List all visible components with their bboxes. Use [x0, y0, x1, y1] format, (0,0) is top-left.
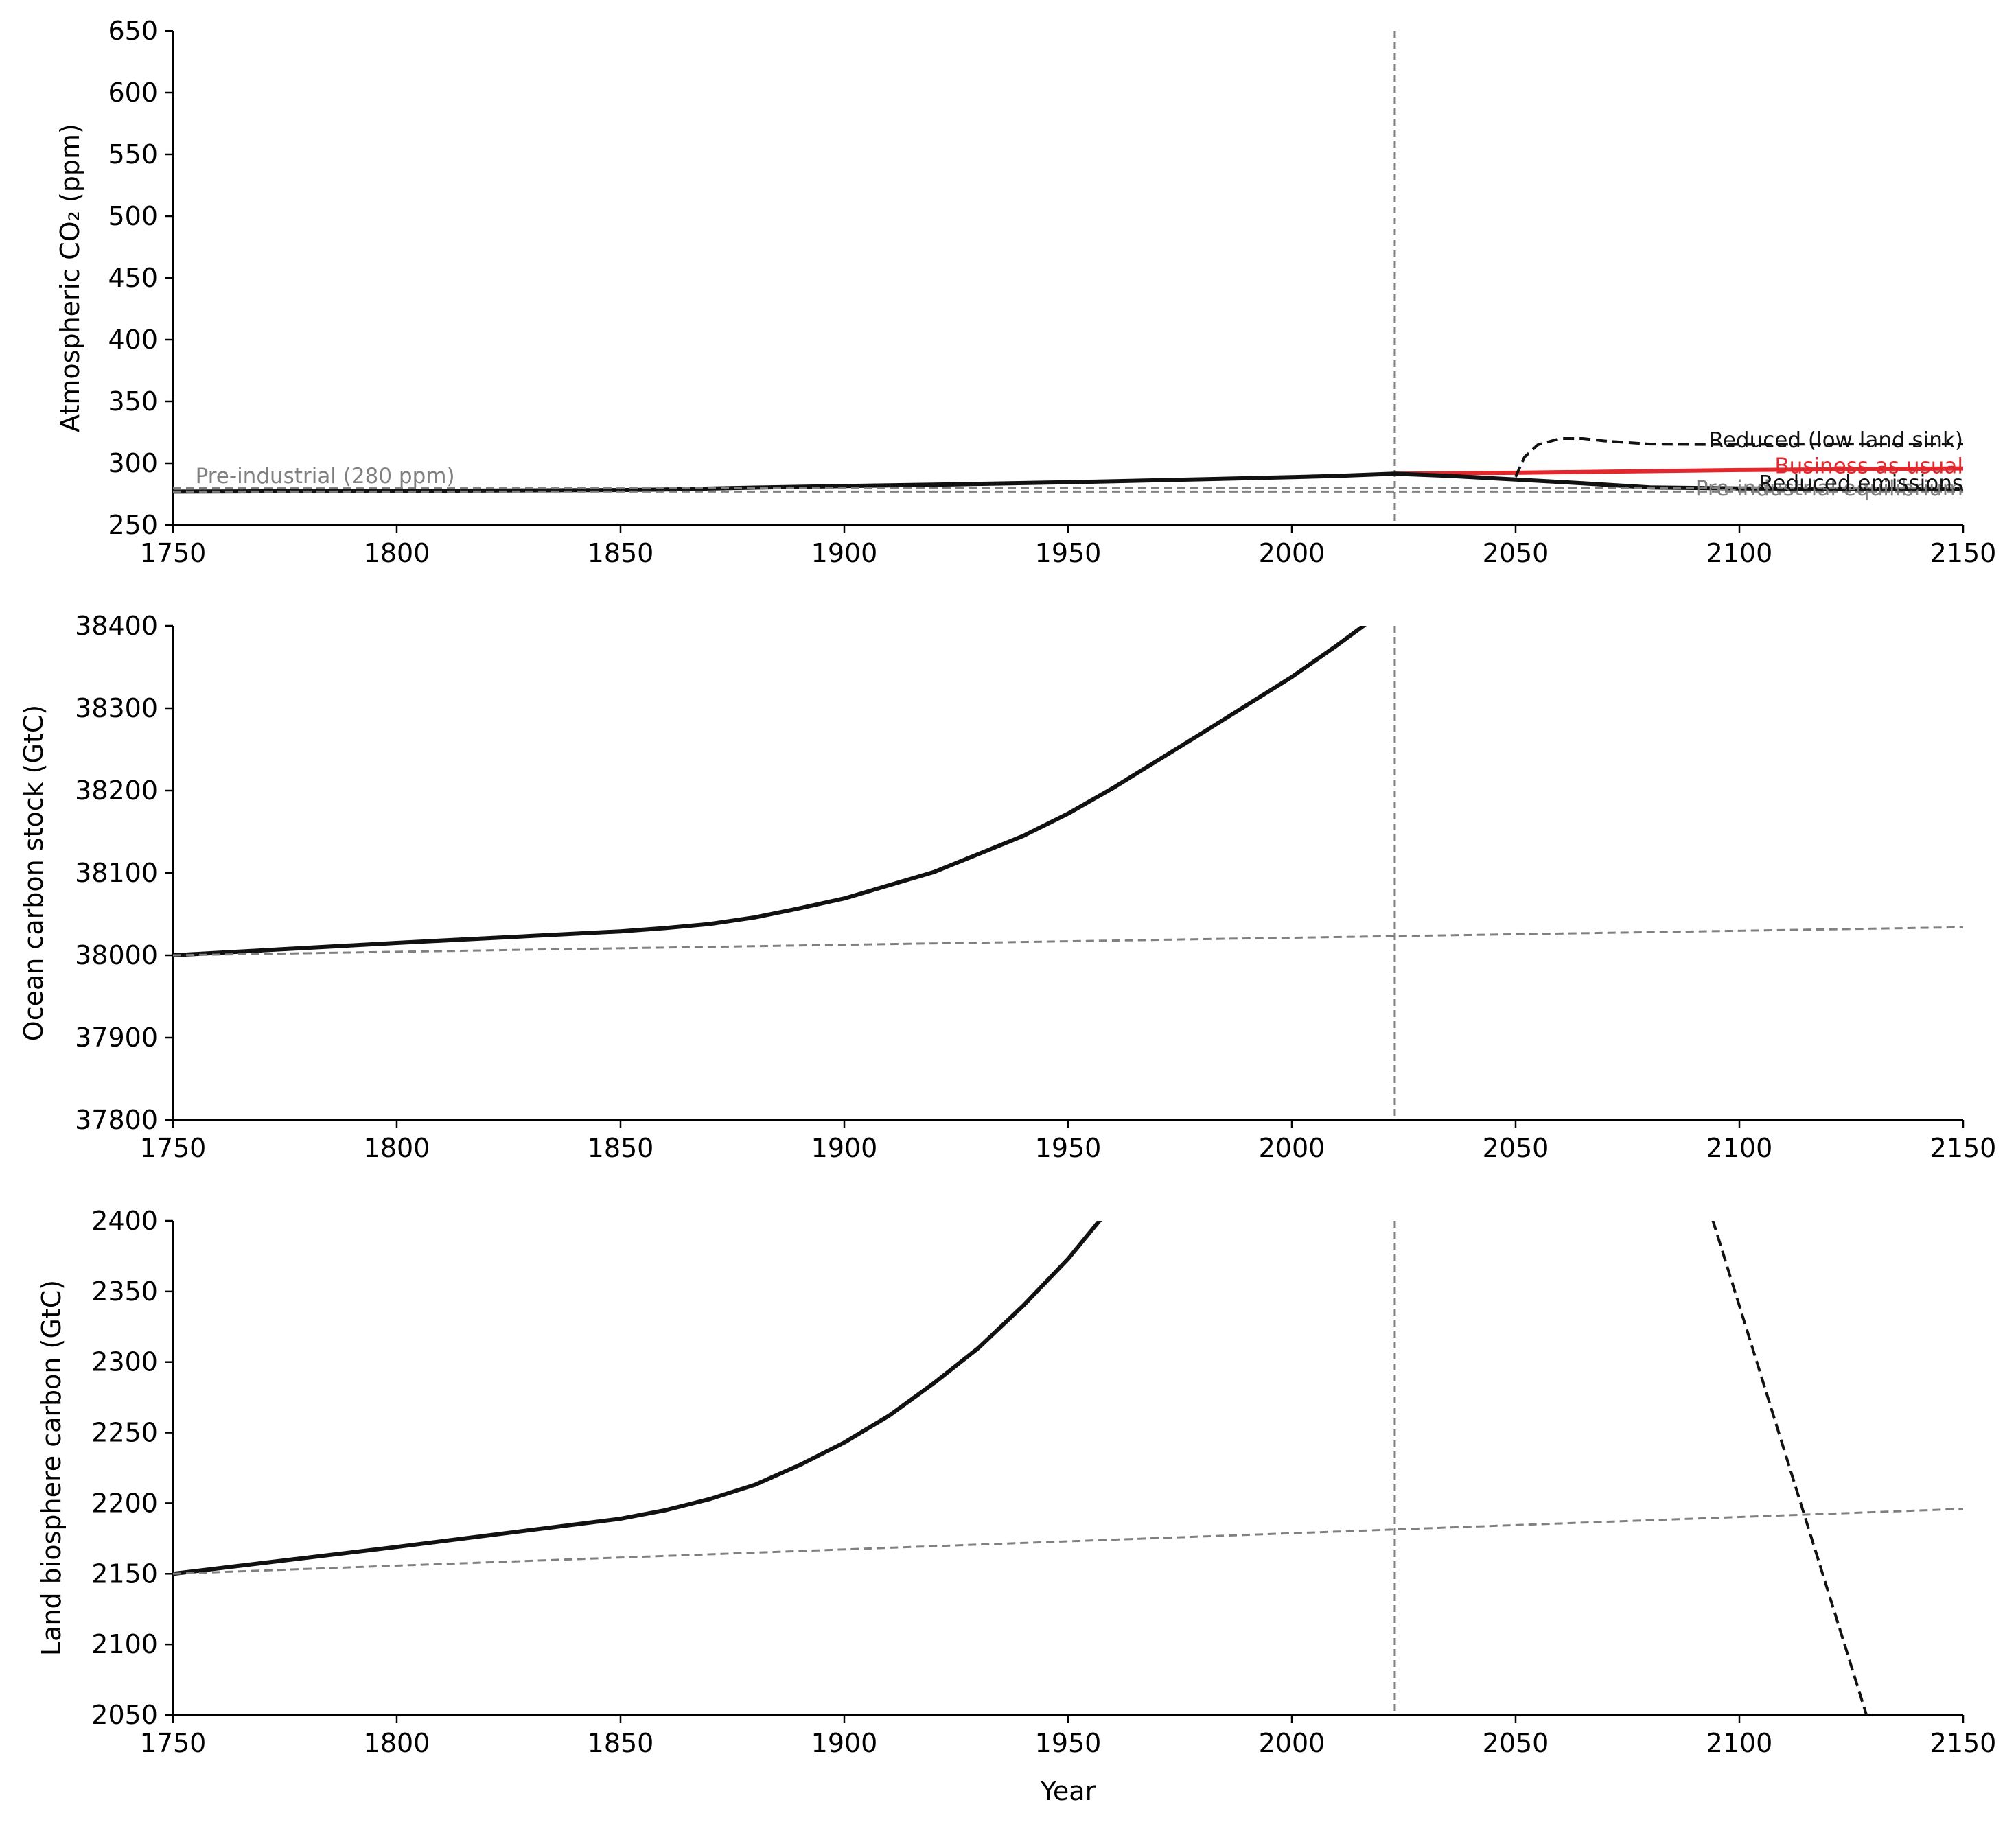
ocean-x-tick-label: 2100	[1706, 1133, 1773, 1163]
co2-annotation: Business as usual	[1774, 454, 1963, 478]
land-x-tick-label: 1850	[588, 1728, 654, 1758]
ocean-x-tick-label: 1850	[588, 1133, 654, 1163]
ocean-y-tick-label: 38300	[75, 693, 158, 723]
ocean-carbon-panel: 1750 1800 1850 1900 1950 2000 2050 2100 2150 3780…	[19, 611, 1997, 1163]
ocean-series-0-line	[173, 626, 1367, 957]
co2-x-tick-label: 1950	[1035, 538, 1102, 568]
co2-annotation: Reduced emissions	[1759, 471, 1963, 496]
co2-annotation: Pre-industrial equilibrium	[1695, 476, 1963, 501]
ocean-x-tick-label: 2050	[1483, 1133, 1549, 1163]
co2-x-tick-label: 1800	[364, 538, 430, 568]
land-x-tick-label: 2050	[1483, 1728, 1549, 1758]
land-y-tick-label: 2150	[91, 1558, 158, 1589]
land-series-group	[173, 1221, 1963, 1715]
co2-x-tick-label: 2150	[1930, 538, 1997, 568]
ocean-y-tick-label: 38200	[75, 775, 158, 806]
land-x-tick-label: 1950	[1035, 1728, 1102, 1758]
ocean-y-tick-label: 37800	[75, 1105, 158, 1135]
land-y-tick-label: 2300	[91, 1347, 158, 1377]
co2-x-tick-label: 2000	[1259, 538, 1325, 568]
co2-panel: 1750 1800 1850 1900 1950 2000 2050 2100 2150 250 3…	[55, 16, 1996, 568]
land-x-tick-label: 1800	[364, 1728, 430, 1758]
ocean-y-tick-label: 38400	[75, 611, 158, 641]
co2-y-tick-label: 600	[108, 78, 158, 108]
land-x-tick-label: 1900	[811, 1728, 878, 1758]
co2-x-tick-label: 2100	[1706, 538, 1773, 568]
ocean-x-tick-label: 2150	[1930, 1133, 1997, 1163]
co2-y-tick-label: 250	[108, 510, 158, 540]
land-x-tick-label: 2100	[1706, 1728, 1773, 1758]
ocean-y-axis-title: Ocean carbon stock (GtC)	[19, 705, 49, 1041]
ocean-y-tick-label: 37900	[75, 1023, 158, 1053]
co2-y-tick-label: 550	[108, 139, 158, 170]
land-y-tick-label: 2400	[91, 1206, 158, 1236]
land-x-axis-title: Year	[1040, 1776, 1096, 1806]
ocean-x-tick-label: 1750	[140, 1133, 207, 1163]
co2-y-tick-label: 450	[108, 263, 158, 293]
land-y-tick-label: 2050	[91, 1700, 158, 1730]
co2-x-tick-label: 1750	[140, 538, 207, 568]
ocean-series-group	[173, 626, 1963, 957]
co2-annotation: Reduced (low land sink)	[1709, 428, 1963, 453]
co2-y-axis-title: Atmospheric CO₂ (ppm)	[55, 124, 85, 432]
land-series-1-line	[1711, 1221, 1868, 1715]
co2-y-tick-label: 650	[108, 16, 158, 46]
ocean-y-tick-label: 38100	[75, 858, 158, 888]
land-y-tick-label: 2350	[91, 1276, 158, 1307]
land-series-0-line	[173, 1221, 1102, 1576]
ocean-x-tick-label: 1800	[364, 1133, 430, 1163]
co2-y-tick-label: 350	[108, 386, 158, 417]
ocean-x-tick-label: 2000	[1259, 1133, 1325, 1163]
land-carbon-panel: 1750 1800 1850 1900 1950 2000 2050 2100 2150 2050…	[36, 1206, 1997, 1806]
ocean-x-tick-label: 1950	[1035, 1133, 1102, 1163]
co2-series-0-line	[1393, 466, 1963, 476]
co2-x-tick-label: 1850	[588, 538, 654, 568]
land-x-tick-label: 2000	[1259, 1728, 1325, 1758]
co2-y-tick-label: 300	[108, 448, 158, 478]
co2-series-group	[173, 437, 1963, 494]
land-y-tick-label: 2100	[91, 1629, 158, 1659]
land-series-2-line	[173, 1508, 1963, 1575]
land-x-tick-label: 2150	[1930, 1728, 1997, 1758]
co2-series-2-line	[1514, 437, 1963, 478]
co2-annotation: Pre-industrial (280 ppm)	[196, 464, 455, 489]
co2-y-tick-label: 400	[108, 325, 158, 355]
ocean-series-1-line	[173, 926, 1963, 957]
co2-x-tick-label: 2050	[1483, 538, 1549, 568]
ocean-x-tick-label: 1900	[811, 1133, 878, 1163]
land-y-axis-title: Land biosphere carbon (GtC)	[36, 1280, 67, 1656]
co2-x-tick-label: 1900	[811, 538, 878, 568]
land-x-tick-label: 1750	[140, 1728, 207, 1758]
co2-y-tick-label: 500	[108, 201, 158, 231]
land-y-tick-label: 2250	[91, 1418, 158, 1448]
ocean-y-tick-label: 38000	[75, 940, 158, 970]
land-y-tick-label: 2200	[91, 1488, 158, 1518]
